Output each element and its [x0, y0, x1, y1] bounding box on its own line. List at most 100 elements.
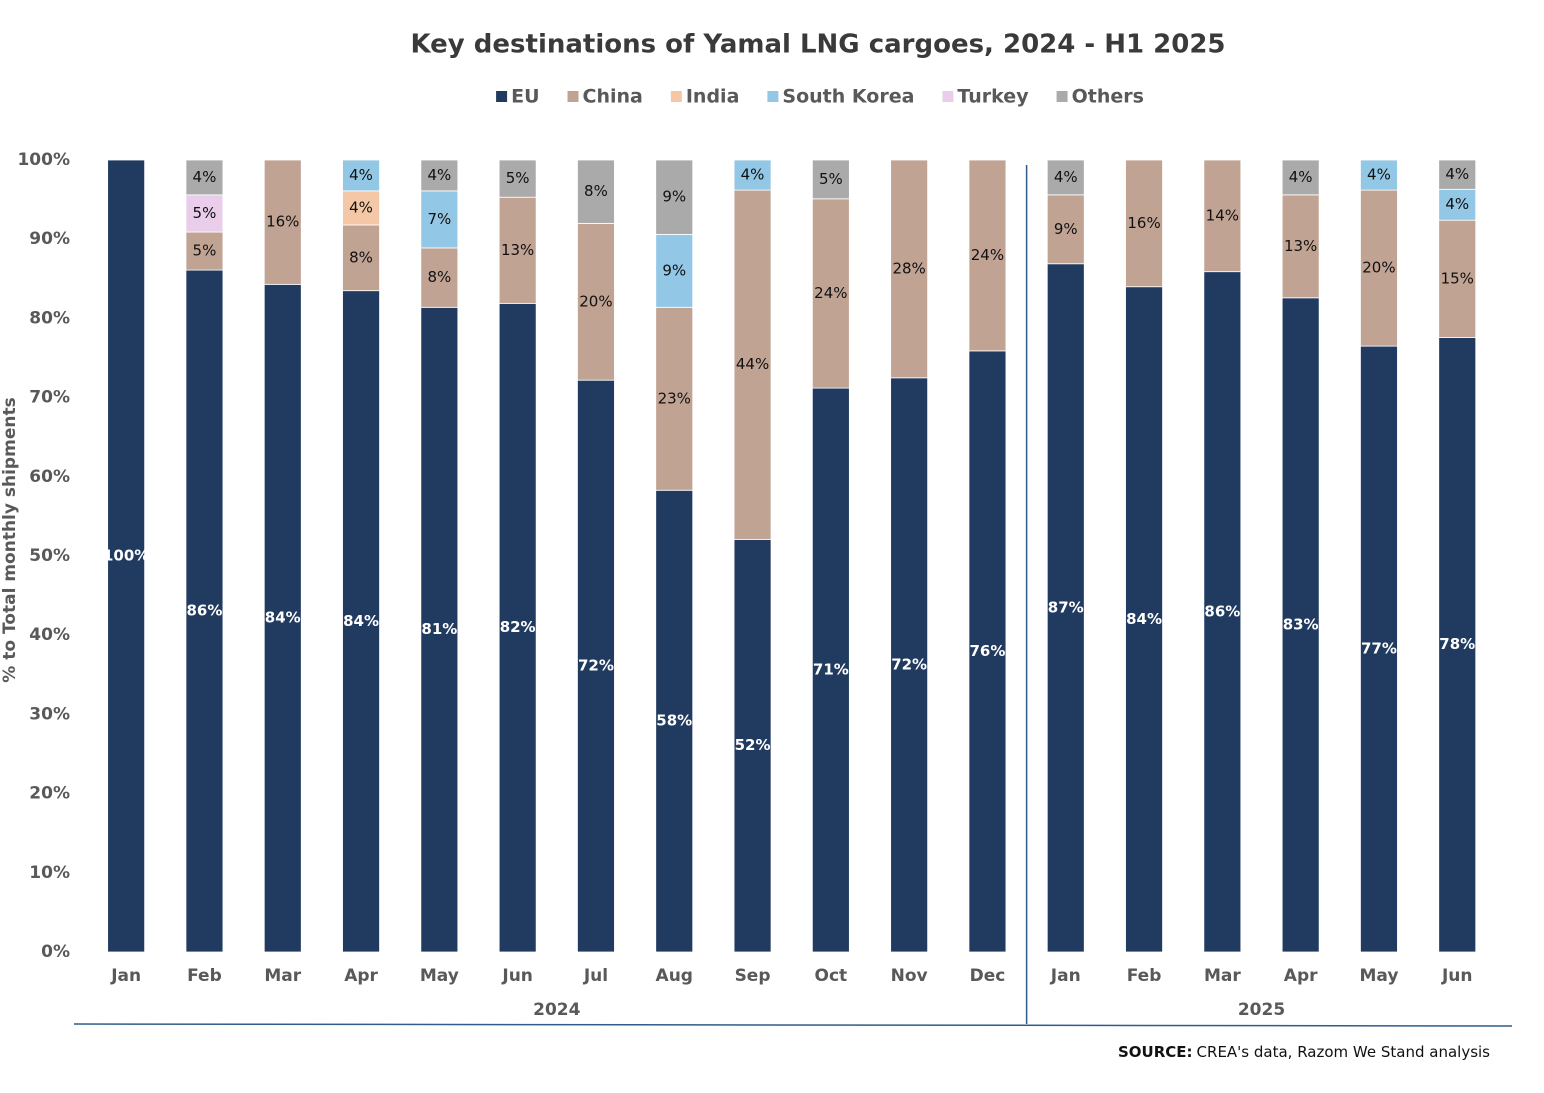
axis-baseline	[73, 1023, 1513, 1027]
bar-segment	[1360, 159, 1398, 191]
x-tick-label: Jun	[501, 966, 533, 986]
bar-segment	[420, 306, 459, 953]
y-tick-label: 90%	[29, 229, 70, 249]
bar-segment	[655, 306, 694, 491]
value-label: 4%	[1367, 166, 1391, 184]
bar-segment	[498, 302, 537, 953]
bar-segment	[733, 189, 772, 540]
value-label: 84%	[343, 612, 379, 630]
bar-segment	[890, 377, 929, 953]
value-label: 71%	[813, 661, 849, 679]
value-label: 13%	[501, 241, 534, 259]
bar-segment	[655, 159, 694, 235]
x-tick-label: Apr	[344, 966, 378, 986]
legend-label: India	[686, 86, 740, 108]
legend-label: EU	[511, 86, 539, 108]
bar-segment	[420, 247, 459, 308]
bar-segment	[107, 159, 146, 953]
value-label: 7%	[427, 210, 451, 228]
value-label: 9%	[662, 261, 686, 279]
bar-segment	[1360, 345, 1398, 953]
legend-label: China	[583, 86, 643, 108]
value-label: 15%	[1441, 269, 1474, 287]
value-label: 52%	[735, 736, 771, 754]
value-label: 84%	[265, 609, 301, 627]
group-label: 2024	[533, 1000, 580, 1020]
bar-segment	[1438, 159, 1477, 190]
value-label: 77%	[1361, 640, 1397, 658]
value-label: 100%	[103, 547, 149, 565]
bar-segment	[1046, 159, 1085, 196]
value-label: 5%	[193, 204, 217, 222]
x-tick-label: Sep	[735, 966, 771, 986]
bar-segment	[185, 159, 224, 196]
legend-swatch	[567, 91, 579, 102]
value-label: 44%	[736, 355, 769, 373]
bar-segment	[342, 290, 380, 953]
value-label: 9%	[1054, 220, 1078, 238]
bar-segment	[1203, 271, 1242, 953]
bar-segment	[655, 234, 694, 308]
y-tick-label: 100%	[17, 150, 70, 170]
value-label: 84%	[1126, 610, 1162, 628]
legend-swatch	[767, 91, 779, 102]
value-label: 4%	[349, 166, 373, 184]
source-label: SOURCE:	[1118, 1043, 1193, 1061]
value-label: 23%	[658, 389, 691, 407]
x-tick-label: Oct	[815, 966, 848, 986]
value-label: 76%	[969, 642, 1005, 660]
y-tick-label: 20%	[29, 784, 70, 804]
bar-segment	[342, 159, 380, 192]
x-tick-label: Aug	[656, 966, 693, 986]
bar-segment	[263, 159, 302, 285]
bar-segment	[733, 159, 772, 191]
value-label: 14%	[1206, 206, 1239, 224]
x-tick-label: Nov	[891, 966, 928, 986]
value-label: 4%	[349, 198, 373, 216]
legend-label: South Korea	[782, 86, 914, 108]
value-label: 4%	[1445, 165, 1469, 183]
x-tick-label: Jun	[1441, 966, 1473, 986]
value-label: 5%	[819, 170, 843, 188]
x-tick-label: Mar	[1204, 966, 1241, 986]
x-tick-label: Feb	[187, 966, 222, 986]
value-label: 82%	[500, 618, 536, 636]
legend-swatch	[670, 91, 682, 102]
value-label: 78%	[1439, 635, 1475, 653]
value-label: 4%	[1054, 168, 1078, 186]
x-tick-label: Dec	[970, 966, 1006, 986]
x-tick-label: Mar	[264, 966, 301, 986]
bar-segment	[498, 196, 537, 304]
value-label: 83%	[1283, 615, 1319, 633]
bar-segment	[577, 222, 615, 381]
bar-segment	[185, 269, 224, 953]
bar-segment	[1203, 159, 1242, 273]
value-label: 8%	[349, 248, 373, 266]
bar-segment	[811, 387, 850, 953]
bar-segment	[577, 379, 615, 953]
value-label: 24%	[971, 246, 1004, 264]
legend-label: Others	[1072, 86, 1144, 108]
legend-swatch	[496, 91, 508, 102]
bar-segment	[811, 198, 850, 389]
x-tick-label: Jan	[1050, 966, 1081, 986]
bar-segment	[420, 159, 459, 192]
bar-segment	[1438, 337, 1477, 953]
bar-segment	[1125, 159, 1163, 288]
legend-swatch	[942, 91, 954, 102]
bar-segment	[1046, 263, 1085, 953]
bar-segment	[1281, 194, 1320, 299]
value-label: 86%	[186, 602, 222, 620]
value-label: 58%	[656, 712, 692, 730]
value-label: 4%	[1289, 168, 1313, 186]
x-tick-label: Apr	[1284, 966, 1318, 986]
value-label: 5%	[193, 242, 217, 260]
bar-segment	[185, 194, 224, 233]
bar-segment	[1438, 219, 1477, 338]
y-tick-label: 40%	[29, 625, 70, 645]
legend-label: Turkey	[957, 86, 1029, 108]
x-tick-label: Feb	[1127, 966, 1162, 986]
chart-title: Key destinations of Yamal LNG cargoes, 2…	[410, 30, 1225, 60]
bar-segment	[342, 224, 380, 292]
